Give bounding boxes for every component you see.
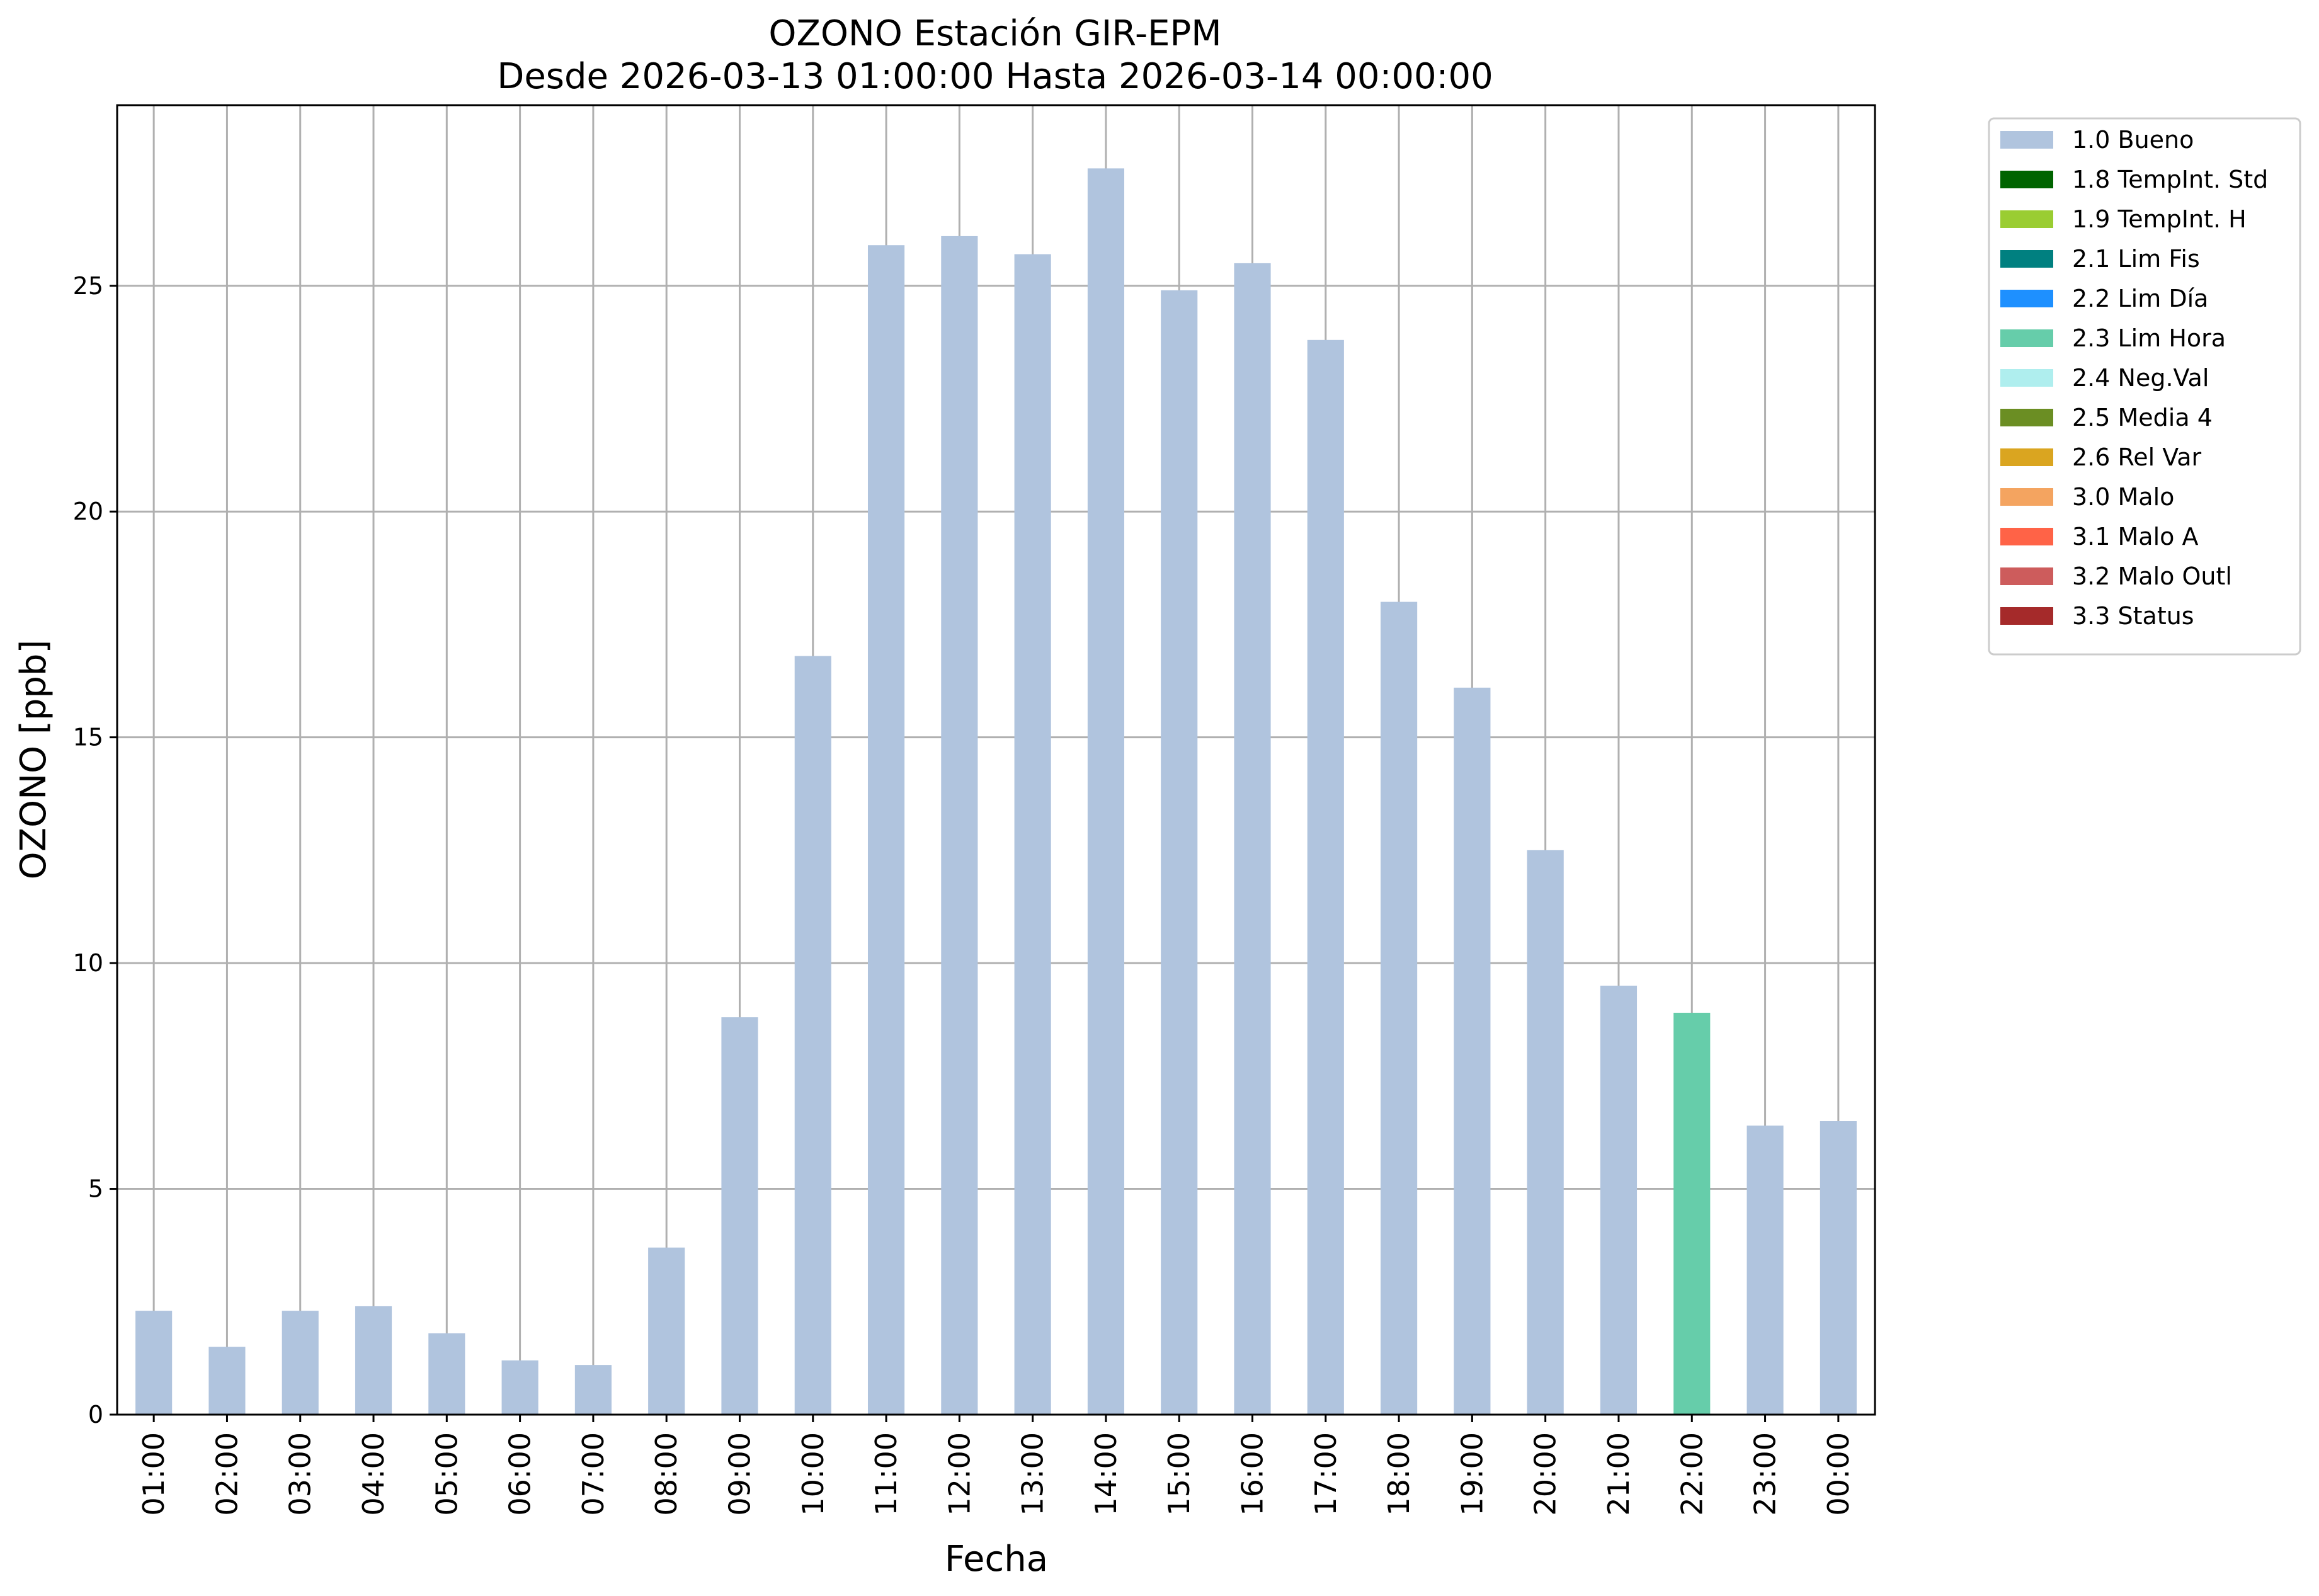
bar-0000	[1820, 1121, 1857, 1415]
y-tick-label: 5	[88, 1175, 103, 1203]
x-tick-label: 04:00	[356, 1432, 390, 1516]
x-tick-label: 06:00	[503, 1432, 537, 1516]
x-tick-label: 13:00	[1016, 1432, 1050, 1516]
y-tick-label: 10	[73, 949, 103, 977]
legend-swatch	[2000, 250, 2053, 268]
x-tick-label: 18:00	[1382, 1432, 1416, 1516]
x-tick-label: 15:00	[1162, 1432, 1196, 1516]
bar-0300	[282, 1311, 319, 1415]
chart-title-line-2: Desde 2026-03-13 01:00:00 Hasta 2026-03-…	[497, 56, 1493, 97]
legend-swatch	[2000, 210, 2053, 228]
x-axis-label: Fecha	[945, 1539, 1048, 1580]
legend-label: 2.5 Media 4	[2072, 404, 2213, 431]
legend-swatch	[2000, 488, 2053, 506]
legend-swatch	[2000, 131, 2053, 149]
x-tick-label: 05:00	[430, 1432, 464, 1516]
legend-swatch	[2000, 409, 2053, 426]
legend-swatch	[2000, 607, 2053, 625]
x-tick-label: 00:00	[1821, 1432, 1855, 1516]
y-tick-label: 15	[73, 724, 103, 751]
chart-title: OZONO Estación GIR-EPM Desde 2026-03-13 …	[497, 13, 1493, 97]
x-tick-label: 01:00	[137, 1432, 171, 1516]
x-tick-label: 08:00	[649, 1432, 683, 1516]
x-tick-label: 17:00	[1309, 1432, 1343, 1516]
x-axis-ticks: 01:00 02:00 03:00 04:00 05:00 06:00 07:00 08:00…	[137, 1415, 1855, 1516]
bar-1100	[867, 245, 905, 1415]
legend-swatch	[2000, 528, 2053, 545]
legend-swatch	[2000, 171, 2053, 188]
x-tick-label: 03:00	[283, 1432, 317, 1516]
x-tick-label: 20:00	[1529, 1432, 1563, 1516]
chart-title-line-1: OZONO Estación GIR-EPM	[768, 13, 1221, 54]
y-tick-label: 0	[88, 1401, 103, 1428]
legend-swatch	[2000, 448, 2053, 466]
legend-swatch	[2000, 369, 2053, 387]
legend-label: 2.2 Lim Día	[2072, 285, 2208, 312]
legend-label: 1.0 Bueno	[2072, 126, 2194, 154]
legend-label: 1.8 TempInt. Std	[2072, 166, 2268, 193]
bar-0200	[208, 1347, 246, 1415]
x-tick-label: 16:00	[1236, 1432, 1270, 1516]
x-tick-label: 10:00	[796, 1432, 830, 1516]
y-tick-label: 25	[73, 272, 103, 300]
x-tick-label: 14:00	[1089, 1432, 1123, 1516]
bar-0600	[501, 1360, 538, 1415]
x-tick-label: 02:00	[210, 1432, 244, 1516]
legend-swatch	[2000, 567, 2053, 585]
bar-0800	[648, 1247, 685, 1415]
bar-0700	[574, 1365, 612, 1415]
legend-label: 3.2 Malo Outl	[2072, 562, 2232, 590]
bar-1200	[941, 236, 978, 1415]
x-tick-label: 09:00	[722, 1432, 756, 1516]
legend-label: 2.6 Rel Var	[2072, 443, 2202, 471]
x-tick-label: 11:00	[869, 1432, 903, 1516]
bar-2200	[1673, 1012, 1711, 1415]
bar-1400	[1087, 168, 1125, 1415]
bar-2000	[1527, 850, 1564, 1415]
legend-swatch	[2000, 290, 2053, 307]
bar-1000	[794, 656, 831, 1415]
legend-label: 1.9 TempInt. H	[2072, 205, 2247, 233]
bar-0100	[135, 1311, 173, 1415]
bar-0900	[721, 1017, 758, 1415]
y-axis-ticks: 0 5 10 15 20 25	[73, 272, 117, 1428]
legend-label: 2.4 Neg.Val	[2072, 364, 2209, 392]
x-tick-label: 21:00	[1602, 1432, 1636, 1516]
legend-label: 2.1 Lim Fis	[2072, 245, 2200, 273]
x-tick-label: 19:00	[1455, 1432, 1489, 1516]
legend-label: 2.3 Lim Hora	[2072, 324, 2226, 352]
x-tick-label: 23:00	[1748, 1432, 1782, 1516]
bar-1300	[1014, 254, 1051, 1415]
legend-label: 3.3 Status	[2072, 602, 2194, 630]
bar-2300	[1746, 1126, 1784, 1415]
x-tick-label: 22:00	[1675, 1432, 1709, 1516]
legend: 1.0 Bueno 1.8 TempInt. Std 1.9 TempInt. H 2…	[1988, 117, 2301, 656]
bar-1900	[1454, 687, 1491, 1415]
legend-label: 3.0 Malo	[2072, 483, 2174, 511]
legend-frame	[1988, 117, 2301, 656]
x-tick-label: 12:00	[942, 1432, 976, 1516]
x-tick-label: 07:00	[576, 1432, 610, 1516]
bar-1600	[1234, 263, 1271, 1415]
legend-swatch	[2000, 329, 2053, 347]
y-tick-label: 20	[73, 498, 103, 525]
bar-0400	[355, 1306, 392, 1415]
bar-2100	[1600, 985, 1638, 1415]
plot-frame	[116, 104, 1876, 1416]
bar-1500	[1161, 290, 1198, 1415]
bar-1800	[1381, 601, 1418, 1415]
y-axis-label: OZONO [ppb]	[13, 640, 54, 880]
bar-0500	[428, 1333, 465, 1415]
legend-label: 3.1 Malo A	[2072, 523, 2198, 550]
bars	[135, 168, 1857, 1415]
bar-1700	[1307, 339, 1344, 1415]
